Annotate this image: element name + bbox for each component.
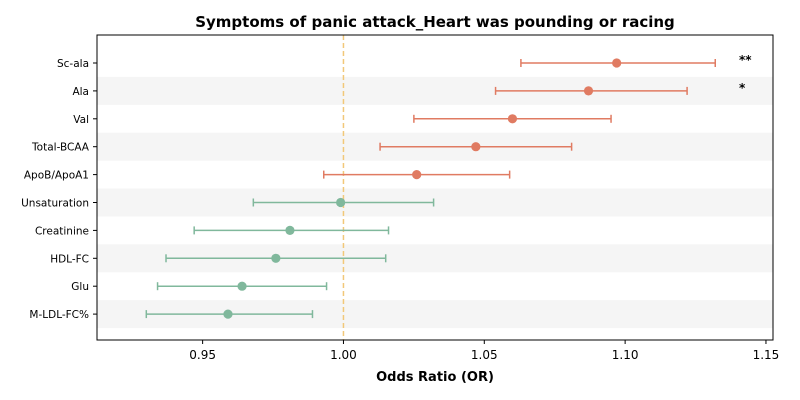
forest-row-sc-ala: ** (520, 53, 752, 68)
y-tick-label: Unsaturation (21, 198, 89, 210)
forest-row-hdl-fc (165, 253, 387, 263)
x-tick-label: 1.10 (612, 348, 639, 362)
point-estimate (471, 142, 481, 152)
point-estimate (507, 114, 518, 124)
forest-row-unsaturation (252, 197, 435, 208)
point-estimate (612, 58, 622, 68)
point-estimate (336, 197, 346, 208)
y-tick-label: HDL-FC (50, 253, 89, 265)
y-tick-label: M-LDL-FC% (29, 309, 89, 321)
x-axis-label: Odds Ratio (OR) (376, 370, 494, 385)
forest-row-total-bcaa (379, 142, 573, 152)
data-marks: *** (145, 53, 752, 319)
point-estimate (271, 253, 281, 263)
x-tick-label: 1.05 (471, 348, 498, 362)
forest-row-apob-apoa1 (322, 170, 511, 180)
y-tick-label: ApoB/ApoA1 (24, 170, 89, 182)
forest-row-m-ldl-fc- (145, 309, 314, 319)
chart-title: Symptoms of panic attack_Heart was pound… (195, 13, 675, 31)
point-estimate (583, 86, 594, 96)
y-tick-label: Total-BCAA (31, 142, 90, 154)
forest-row-val (413, 114, 612, 124)
forest-row-creatinine (193, 225, 390, 235)
plot-frame (96, 34, 774, 341)
forest-row-ala: * (494, 81, 746, 96)
point-estimate (285, 225, 295, 235)
y-tick-label: Ala (72, 86, 89, 98)
row-stripe (97, 188, 773, 217)
x-tick-label: 0.95 (189, 348, 216, 362)
x-tick-label: 1.15 (753, 348, 780, 362)
point-estimate (237, 281, 247, 291)
y-tick-label: Glu (71, 281, 89, 293)
point-estimate (223, 309, 233, 319)
forest-row-glu (156, 281, 328, 291)
row-stripes (97, 76, 773, 329)
point-estimate (412, 170, 422, 180)
y-tick-label: Creatinine (35, 225, 89, 237)
y-tick-label: Val (73, 114, 89, 126)
significance-marker: * (739, 81, 746, 95)
y-tick-label: Sc-ala (57, 58, 89, 70)
x-tick-label: 1.00 (330, 348, 357, 362)
y-axis-ticks: Sc-ala Ala Val Total-BCAA ApoB/ApoA1 Unsatura… (21, 58, 97, 321)
significance-marker: ** (739, 53, 752, 67)
x-axis-ticks: 0.95 1.00 1.05 1.10 1.15 (189, 340, 779, 362)
